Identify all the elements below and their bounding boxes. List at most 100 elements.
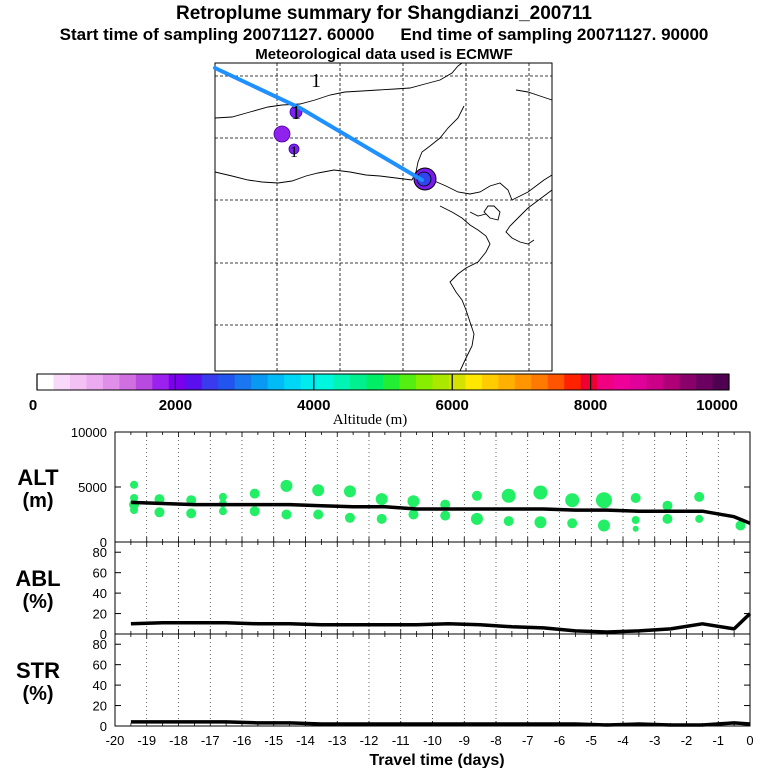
y-tick-label: 0 — [100, 535, 107, 550]
y-tick-label: 60 — [93, 658, 107, 673]
colorbar-swatch — [218, 374, 236, 390]
y-tick-label: 40 — [93, 586, 107, 601]
panel-unit-label: (m) — [22, 490, 53, 512]
x-tick-label: -15 — [264, 733, 283, 748]
altitude-colorbar — [36, 373, 730, 391]
colorbar-swatch — [333, 374, 351, 390]
colorbar-label: Altitude (m) — [333, 412, 408, 428]
colorbar-swatch — [102, 374, 120, 390]
colorbar-tick-label: 10000 — [696, 397, 738, 414]
cluster-label: 1 — [311, 70, 321, 92]
colorbar-tick-label: 4000 — [297, 397, 330, 414]
altitude-point — [567, 518, 578, 529]
panel-str: 0 20 40 60 80 STR(%) — [16, 633, 751, 734]
panel-name-label: ABL — [15, 566, 60, 591]
map-panel: 1 1 1 — [213, 62, 553, 372]
end-time-label: End time of sampling 20071127. 90000 — [400, 25, 709, 44]
colorbar-swatch — [350, 374, 368, 390]
y-tick-label: 0 — [100, 719, 107, 734]
median-altitude-line — [130, 500, 751, 525]
altitude-point — [597, 519, 610, 532]
colorbar-swatch — [251, 374, 269, 390]
x-tick-label: -1 — [712, 733, 724, 748]
altitude-point — [312, 484, 325, 497]
colorbar-swatch — [234, 374, 252, 390]
map-frame — [214, 62, 553, 372]
start-time-label: Start time of sampling 20071127. 60000 — [59, 25, 375, 44]
colorbar-swatch — [168, 374, 186, 390]
x-tick-label: -18 — [169, 733, 188, 748]
abl-series-line — [130, 612, 752, 634]
colorbar-swatch — [69, 374, 87, 390]
colorbar-swatch — [448, 374, 466, 390]
x-tick-label: -17 — [201, 733, 220, 748]
altitude-point — [470, 512, 483, 525]
colorbar-tick-label: 6000 — [436, 397, 469, 414]
y-tick-label: 0 — [100, 627, 107, 642]
colorbar-swatch — [712, 374, 730, 390]
altitude-point — [375, 493, 388, 506]
altitude-point — [662, 500, 673, 511]
x-tick-label: -2 — [681, 733, 693, 748]
colorbar-swatch — [415, 374, 433, 390]
altitude-point — [440, 499, 451, 510]
altitude-point — [249, 488, 260, 499]
panel-frame — [114, 633, 751, 727]
x-tick-label: 0 — [746, 733, 753, 748]
x-tick-label: -12 — [360, 733, 379, 748]
x-tick-label: -5 — [585, 733, 597, 748]
altitude-point — [408, 509, 419, 520]
colorbar-tick-label: 2000 — [159, 397, 192, 414]
colorbar-swatch — [300, 374, 318, 390]
panel-name-label: ALT — [17, 465, 59, 490]
colorbar-swatch — [663, 374, 681, 390]
sampling-times: Start time of sampling 20071127. 60000 En… — [0, 25, 768, 45]
colorbar-swatch — [481, 374, 499, 390]
x-tick-label: -11 — [392, 733, 410, 748]
colorbar-swatch — [201, 374, 219, 390]
altitude-point — [632, 525, 639, 532]
altitude-point — [281, 509, 292, 520]
x-tick-label: -6 — [554, 733, 566, 748]
x-tick-label: -4 — [617, 733, 629, 748]
str-series-line — [130, 720, 751, 727]
y-tick-label: 80 — [93, 637, 107, 652]
altitude-point — [533, 485, 548, 500]
altitude-point — [694, 491, 705, 502]
altitude-point — [344, 512, 355, 523]
map-grid — [215, 63, 552, 371]
colorbar-swatch — [135, 374, 153, 390]
altitude-point — [130, 506, 139, 515]
trajectory-line — [213, 66, 424, 182]
colorbar-swatch — [630, 374, 648, 390]
y-tick-label: 20 — [93, 607, 107, 622]
altitude-point — [471, 490, 482, 501]
land-outlines — [214, 62, 553, 372]
x-tick-label: -7 — [522, 733, 534, 748]
altitude-point — [631, 516, 640, 524]
x-tick-label: -19 — [137, 733, 156, 748]
colorbar-swatch — [399, 374, 417, 390]
altitude-point — [218, 507, 227, 516]
colorbar-swatch — [696, 374, 714, 390]
colorbar-swatch — [267, 374, 285, 390]
x-tick-label: -10 — [423, 733, 442, 748]
colorbar-tick-label: 8000 — [574, 397, 607, 414]
x-tick-label: -13 — [328, 733, 347, 748]
colorbar-swatch — [383, 374, 400, 390]
colorbar-swatch — [465, 374, 483, 390]
colorbar-swatch — [284, 374, 302, 390]
panel-alt: 0 5000 10000 ALT(m) — [17, 425, 751, 550]
x-tick-label: -9 — [458, 733, 470, 748]
colorbar-swatch — [366, 374, 384, 390]
colorbar-swatch — [613, 374, 631, 390]
altitude-point — [501, 488, 516, 503]
colorbar-swatch — [597, 374, 615, 390]
x-tick-label: -16 — [233, 733, 252, 748]
colorbar-tick-labels: 0 2000 4000 6000 8000 10000 — [29, 397, 738, 414]
colorbar-swatch — [531, 374, 549, 390]
y-tick-label: 10000 — [71, 425, 107, 440]
altitude-point — [440, 510, 451, 521]
altitude-point — [186, 508, 197, 519]
altitude-point — [343, 485, 356, 498]
